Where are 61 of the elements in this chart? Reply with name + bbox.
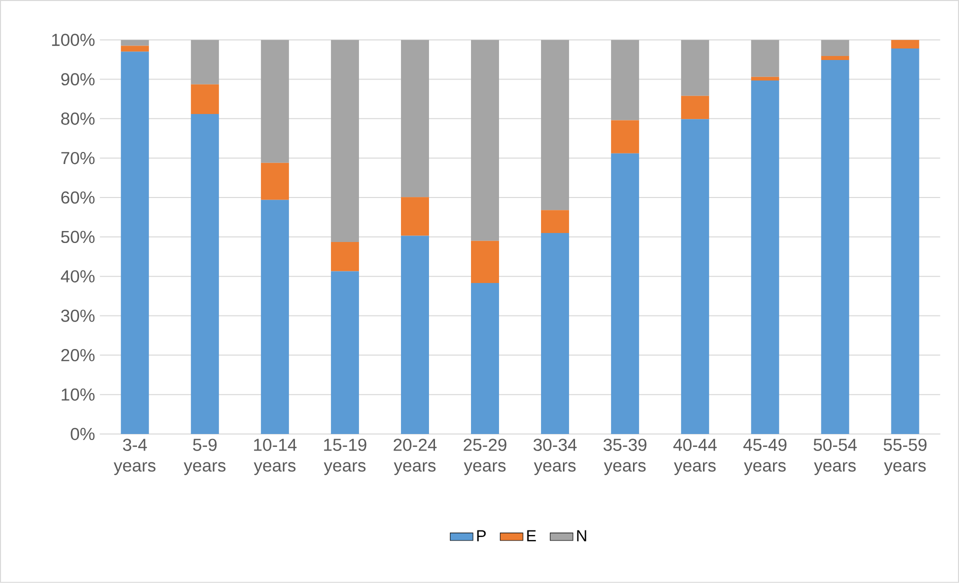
bar [751,80,780,434]
bar [681,119,710,434]
bar [751,40,780,77]
bar [330,40,359,242]
bar [260,162,289,200]
x-tick-label: 25-29 years [464,438,506,476]
x-tick-label: 15-19 years [324,438,366,476]
bar [681,40,710,96]
bar [541,40,570,210]
y-tick-label: 10% [62,388,95,401]
x-tick-label: 3-4 years [114,438,156,476]
bar [821,56,850,60]
bar [190,84,219,114]
bar [120,46,149,52]
bar [190,40,219,84]
bar [541,210,570,234]
bar [891,40,920,49]
x-tick-label: 35-39 years [604,438,646,476]
bar [471,283,500,434]
legend-label: E [527,530,536,542]
bar [330,242,359,272]
bar [821,40,850,56]
bar [751,76,780,81]
y-tick-label: 40% [60,270,95,283]
bar [400,236,429,434]
y-tick-label: 100% [52,34,95,46]
bar [400,197,429,236]
y-tick-label: 60% [61,191,95,204]
bar [120,52,149,434]
y-tick-label: 80% [61,112,95,125]
x-tick-label: 10-14 years [254,438,297,476]
bar [400,40,429,198]
y-tick-label: 30% [61,310,95,322]
bar [260,40,289,163]
legend-label: N [577,530,586,542]
bar [330,271,359,434]
x-tick-label: 45-49 years [743,438,786,476]
bar [541,233,570,434]
bar [611,120,640,154]
y-tick-label: 20% [61,349,95,362]
bar [681,96,710,120]
x-tick-label: 20-24 years [394,438,437,476]
x-tick-label: 50-54 years [814,438,857,476]
x-tick-label: 5-9 years [184,438,226,476]
bar [821,60,850,434]
bar [611,153,640,434]
y-tick-label: 50% [61,230,95,244]
y-tick-label: 90% [61,73,95,86]
bar [471,240,500,284]
y-tick-label: 0% [70,428,95,440]
legend-label: P [477,530,486,542]
bar [190,114,219,434]
bar [260,200,289,434]
x-tick-label: 30-34 years [534,438,577,476]
bar [891,48,920,434]
bar [120,40,149,46]
x-tick-label: 55-59 years [884,438,927,476]
y-tick-label: 70% [61,152,95,164]
bar [611,40,640,120]
x-tick-label: 40-44 years [673,438,717,476]
bar [471,40,500,241]
